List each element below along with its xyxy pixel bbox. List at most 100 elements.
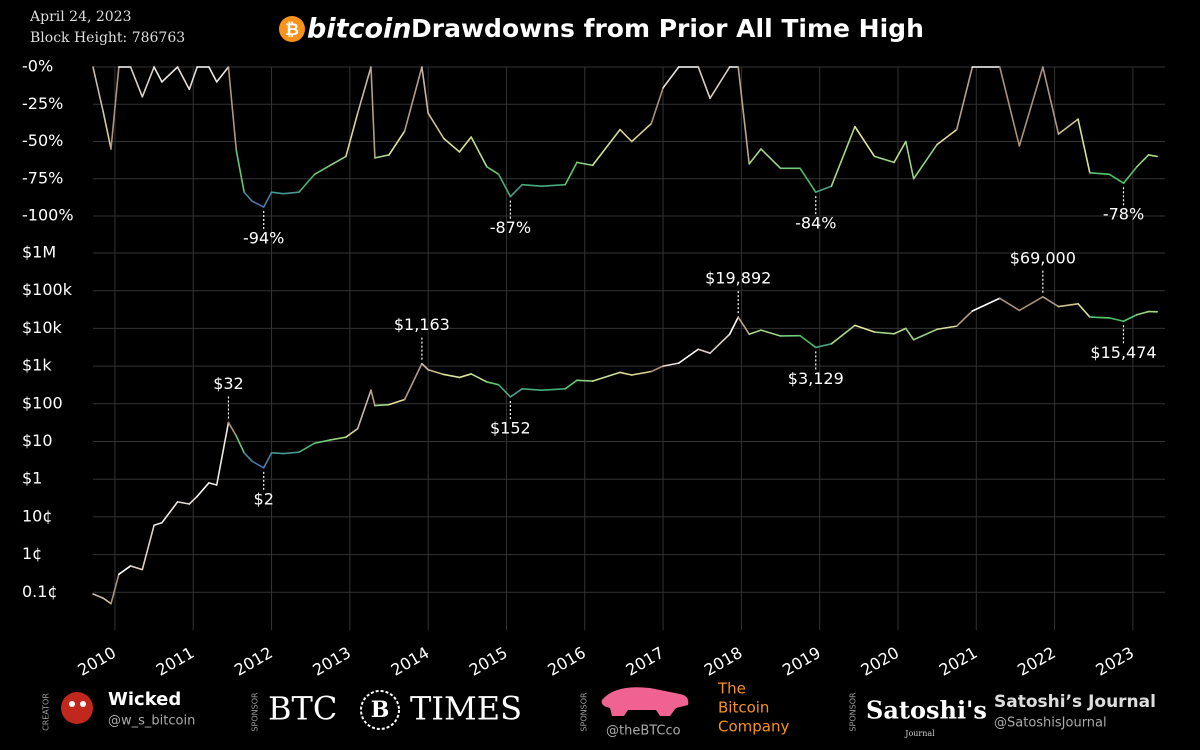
btctimes-b: B [371, 697, 390, 723]
sponsor-label: SPONSOR [580, 692, 589, 732]
line-segment [737, 316, 750, 336]
line-segment [129, 66, 144, 98]
line-segment [262, 452, 273, 469]
line-segment [799, 167, 817, 193]
y-tick-label: $10k [22, 318, 63, 337]
date: April 24, 2023 [29, 9, 132, 25]
y-tick-label: $100k [22, 280, 73, 299]
line-segment [709, 66, 731, 100]
line-segment [1018, 295, 1044, 312]
y-tick-label: -75% [22, 168, 63, 187]
line-segment [313, 164, 332, 176]
line-segment [893, 327, 907, 335]
line-segment [270, 452, 285, 455]
btctimes-times: TIMES [410, 690, 522, 728]
line-segment [619, 371, 633, 376]
line-segment [697, 348, 711, 354]
line-segment [208, 66, 218, 83]
line-segment [830, 324, 856, 345]
line-segment [564, 161, 578, 186]
line-segment [176, 66, 191, 91]
line-segment [630, 370, 653, 376]
line-segment [427, 368, 445, 376]
line-segment [1018, 66, 1044, 147]
line-segment [760, 329, 782, 337]
btctimes-coin [360, 690, 400, 730]
line-segment [509, 183, 523, 198]
line-segment [92, 66, 104, 113]
line-segment [208, 482, 218, 486]
line-segment [356, 389, 372, 430]
line-segment [403, 66, 423, 132]
line-segment [521, 387, 543, 391]
btcco-name: The [717, 680, 746, 698]
line-segment [298, 442, 316, 454]
line-segment [1147, 154, 1158, 158]
y-tick-label: $1M [22, 243, 56, 262]
line-segment [153, 66, 163, 83]
line-segment [814, 343, 833, 349]
annotation: $32 [213, 374, 244, 393]
line-segment [814, 185, 833, 193]
line-segment [161, 501, 179, 524]
bitcoin-logo [279, 16, 305, 42]
creator-avatar [61, 692, 93, 724]
line-segment [650, 87, 664, 125]
line-segment [497, 383, 512, 398]
line-segment [1077, 118, 1091, 174]
line-segment [1077, 302, 1091, 318]
line-segment [329, 155, 347, 167]
line-segment [497, 173, 512, 198]
line-segment [737, 66, 750, 165]
line-segment [1089, 316, 1111, 319]
line-segment [619, 128, 633, 143]
line-segment [458, 136, 473, 153]
line-segment [118, 565, 132, 576]
line-segment [235, 435, 245, 454]
line-segment [854, 324, 876, 333]
y-tick-label: 10¢ [22, 506, 53, 525]
line-segment [936, 128, 958, 146]
title: Drawdowns from Prior All Time High [411, 14, 924, 43]
line-segment [728, 316, 740, 336]
line-segment [227, 421, 238, 437]
line-segment [470, 373, 488, 383]
line-segment [540, 387, 566, 391]
annotation: -84% [795, 214, 836, 233]
line-segment [329, 436, 347, 441]
line-segment [443, 373, 461, 379]
line-segment [388, 130, 406, 156]
line-segment [110, 573, 120, 605]
line-segment [955, 310, 974, 327]
line-segment [102, 110, 112, 150]
sj-name: Satoshi’s Journal [994, 692, 1156, 712]
btcco-name: Company [718, 718, 789, 736]
annotation: $19,892 [705, 269, 771, 288]
line-segment [1122, 313, 1138, 323]
annotation: $3,129 [788, 369, 844, 388]
line-segment [748, 329, 762, 336]
line-segment [521, 183, 543, 187]
line-segment [345, 112, 359, 158]
line-segment [799, 334, 817, 349]
line-segment [1108, 317, 1125, 323]
line-segment [251, 460, 265, 469]
line-segment [458, 373, 473, 379]
line-segment [893, 140, 907, 164]
creator-name: Wicked [108, 689, 181, 710]
line-segment [176, 501, 191, 505]
sponsor-label: SPONSOR [849, 692, 858, 732]
line-segment [1057, 302, 1079, 308]
creator-avatar-eye [80, 701, 86, 707]
line-segment [912, 328, 938, 341]
line-segment [188, 66, 198, 91]
line-segment [110, 66, 120, 150]
btcco-handle: @theBTCco [606, 724, 681, 739]
line-segment [509, 387, 523, 398]
line-segment [235, 149, 245, 193]
line-segment [282, 191, 300, 195]
line-segment [282, 451, 300, 455]
line-segment [662, 66, 680, 89]
